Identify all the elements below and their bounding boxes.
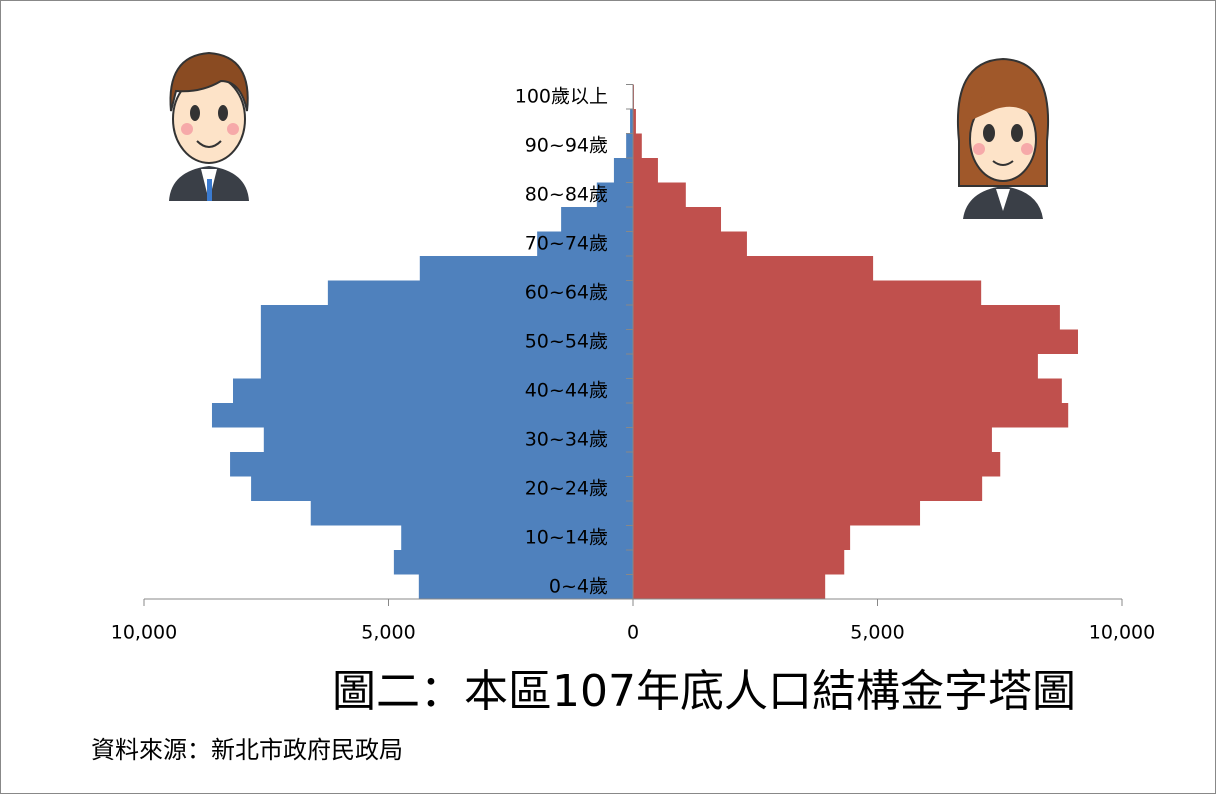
female-icon <box>957 57 1049 219</box>
bar <box>327 280 633 305</box>
bar <box>537 231 633 256</box>
bar <box>401 525 633 550</box>
bar <box>633 109 636 134</box>
bar <box>633 256 874 281</box>
bar <box>393 550 633 575</box>
bar <box>633 550 845 575</box>
bar <box>596 182 633 207</box>
bar <box>633 305 1060 330</box>
x-tick-label: 10,000 <box>1089 622 1155 644</box>
bar <box>419 256 633 281</box>
bar <box>310 501 633 526</box>
bar <box>633 280 982 305</box>
category-label: 30~34歲 <box>525 428 608 450</box>
bar <box>418 574 633 599</box>
bar <box>626 133 633 158</box>
bar <box>633 182 686 207</box>
category-label: 100歲以上 <box>515 85 608 107</box>
category-label: 60~64歲 <box>525 281 608 303</box>
category-label: 90~94歲 <box>525 134 608 156</box>
bar <box>630 109 633 134</box>
bar <box>633 574 826 599</box>
bar <box>251 476 633 501</box>
bar <box>633 476 983 501</box>
x-tick-label: 0 <box>627 622 639 644</box>
male-icon <box>169 51 249 201</box>
bar <box>260 305 633 330</box>
bar <box>633 207 722 232</box>
x-tick-label: 5,000 <box>361 622 415 644</box>
bar <box>633 133 642 158</box>
category-label: 50~54歲 <box>525 330 608 352</box>
bar <box>633 354 1038 379</box>
bar <box>633 378 1062 403</box>
bar <box>211 403 633 428</box>
category-label: 70~74歲 <box>525 232 608 254</box>
bar <box>613 158 633 183</box>
bar <box>633 329 1078 354</box>
bar <box>633 525 851 550</box>
bar <box>633 403 1069 428</box>
bar <box>561 207 633 232</box>
category-label: 80~84歲 <box>525 183 608 205</box>
source: 資料來源：新北市政府民政局 <box>91 736 403 764</box>
bar <box>633 427 992 452</box>
bar <box>263 427 633 452</box>
category-label: 10~14歲 <box>525 526 608 548</box>
bar <box>633 452 1001 477</box>
bar <box>260 354 633 379</box>
category-label: 0~4歲 <box>549 575 608 597</box>
bar <box>230 452 633 477</box>
bar <box>633 501 921 526</box>
category-label: 40~44歲 <box>525 379 608 401</box>
bar <box>232 378 634 403</box>
x-tick-label: 5,000 <box>850 622 904 644</box>
chart-title: 圖二：本區107年底人口結構金字塔圖 <box>332 666 1076 717</box>
x-tick-label: 10,000 <box>111 622 177 644</box>
bar <box>260 329 633 354</box>
bar <box>633 158 658 183</box>
bar <box>633 231 747 256</box>
category-label: 20~24歲 <box>525 477 608 499</box>
